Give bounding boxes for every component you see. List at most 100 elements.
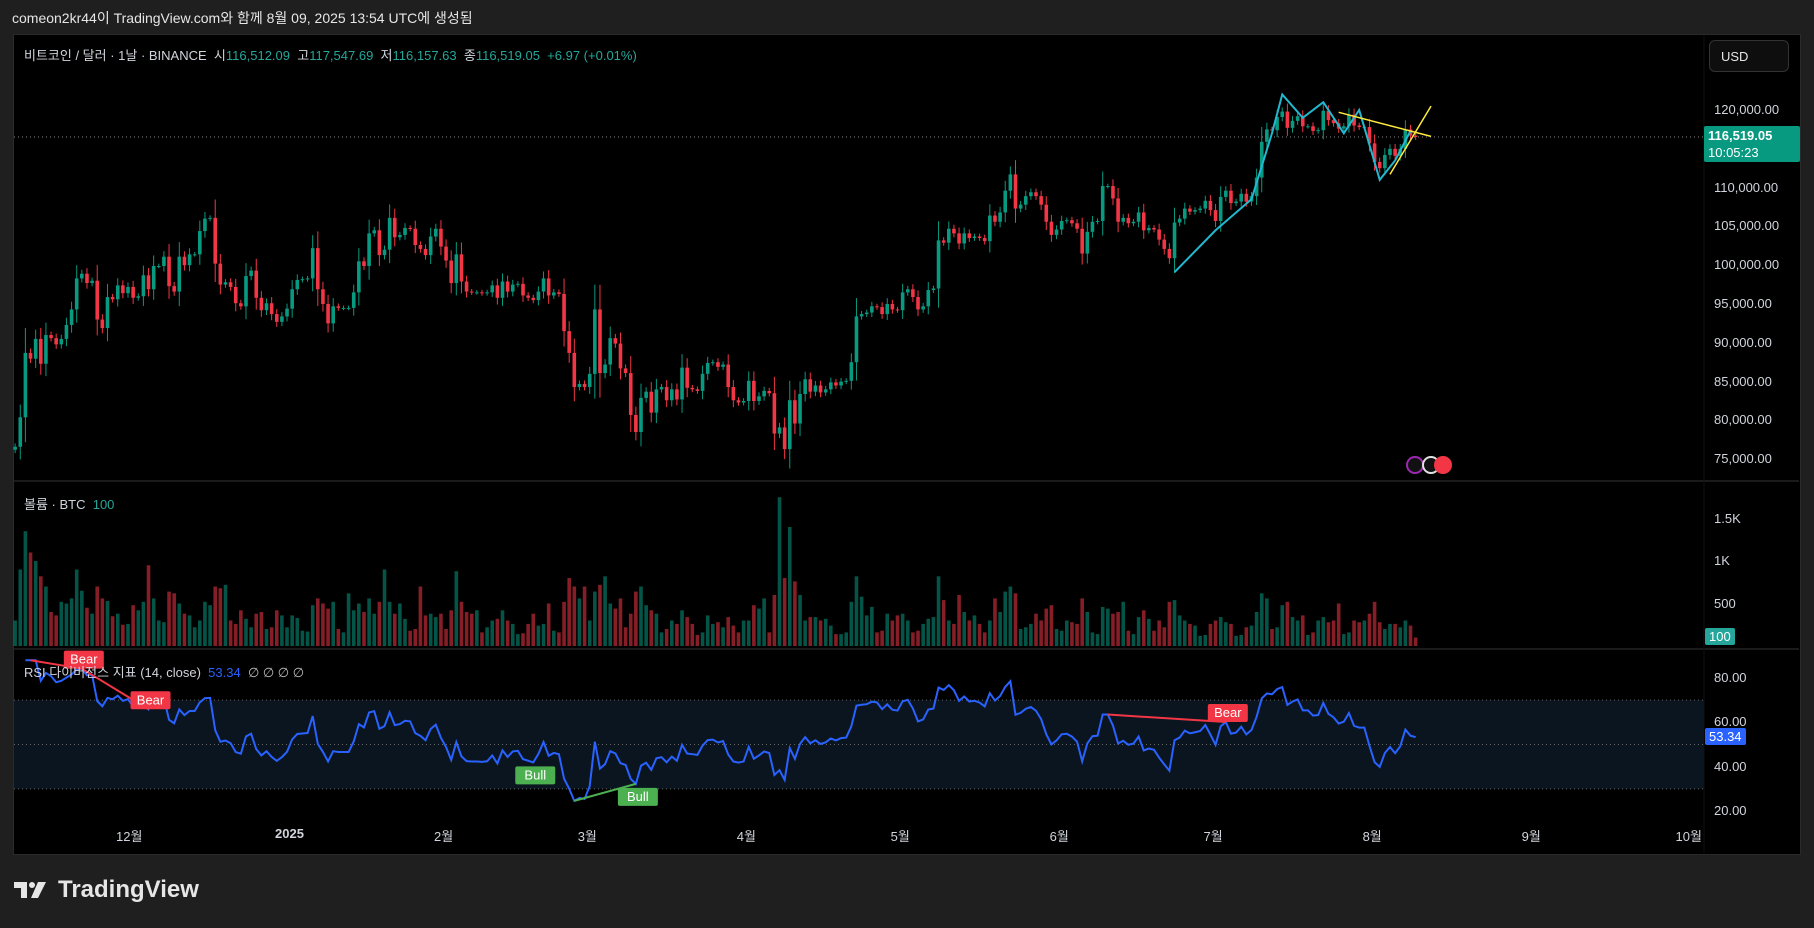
volume-bar bbox=[115, 613, 120, 646]
volume-bar bbox=[705, 615, 710, 646]
candle-body bbox=[664, 387, 669, 401]
volume-bar bbox=[1172, 600, 1177, 646]
volume-bar bbox=[1085, 612, 1090, 646]
candle-body bbox=[998, 212, 1002, 222]
economic-event-icon bbox=[1434, 456, 1452, 474]
divergence-label-box bbox=[515, 766, 556, 785]
candle-body bbox=[1167, 248, 1172, 259]
change-value: +6.97 (+0.01%) bbox=[547, 48, 637, 63]
candle-body bbox=[495, 285, 500, 298]
last-price: 116,519.05 bbox=[1708, 128, 1773, 143]
candle-body bbox=[1357, 125, 1361, 128]
candle-body bbox=[449, 260, 453, 284]
volume-bar bbox=[752, 605, 756, 646]
volume-bar bbox=[377, 601, 382, 646]
divergence-label: Bull bbox=[524, 767, 546, 782]
volume-bar bbox=[777, 497, 782, 646]
candle-body bbox=[895, 309, 900, 311]
candle-body bbox=[823, 389, 828, 393]
divergence-label: Bull bbox=[627, 789, 649, 804]
candle-body bbox=[341, 307, 346, 309]
close-value: 116,519.05 bbox=[475, 48, 540, 63]
candle-body bbox=[254, 270, 259, 298]
volume-bar bbox=[38, 576, 43, 646]
volume-bar bbox=[1316, 620, 1320, 646]
currency-button[interactable]: USD bbox=[1709, 40, 1789, 72]
volume-legend[interactable]: 볼륨 · BTC 100 bbox=[24, 494, 114, 513]
price-axis-label: 80,000.00 bbox=[1714, 412, 1772, 428]
volume-bar bbox=[326, 608, 330, 646]
candle-body bbox=[1188, 208, 1192, 212]
candle-body bbox=[659, 387, 664, 390]
candle-body bbox=[490, 285, 495, 293]
volume-bar bbox=[998, 612, 1002, 646]
time-axis-label: 6월 bbox=[1049, 829, 1069, 844]
candle-body bbox=[957, 233, 961, 244]
volume-bar bbox=[931, 617, 936, 646]
candle-body bbox=[541, 278, 546, 292]
candle-body bbox=[890, 304, 895, 310]
candle-body bbox=[1280, 111, 1285, 117]
divergence-label: Bear bbox=[137, 692, 165, 707]
candle-body bbox=[274, 314, 279, 322]
volume-bar bbox=[639, 586, 643, 646]
volume-bar bbox=[628, 613, 633, 646]
candle-body bbox=[244, 276, 248, 307]
candle-body bbox=[567, 331, 571, 353]
candle-body bbox=[475, 292, 479, 294]
candle-body bbox=[787, 400, 792, 450]
volume-bar bbox=[444, 629, 448, 646]
volume-bar bbox=[131, 605, 135, 646]
volume-bar bbox=[1218, 617, 1223, 646]
volume-bar bbox=[546, 603, 551, 646]
volume-bar bbox=[1352, 620, 1356, 646]
candle-body bbox=[1342, 126, 1346, 129]
volume-bar bbox=[121, 624, 125, 646]
candle-body bbox=[900, 292, 905, 311]
rsi-legend[interactable]: RSI 다이버전스 지표 (14, close) 53.34 ∅ ∅ ∅ ∅ bbox=[24, 662, 304, 681]
candle-body bbox=[182, 256, 187, 266]
volume-bar bbox=[203, 601, 207, 646]
volume-bar bbox=[85, 607, 89, 646]
volume-bar bbox=[59, 601, 64, 646]
volume-bar bbox=[1383, 629, 1387, 646]
volume-bar bbox=[680, 610, 684, 646]
volume-bar bbox=[603, 576, 607, 646]
candle-body bbox=[603, 364, 607, 374]
candle-body bbox=[782, 427, 787, 450]
candle-body bbox=[131, 286, 135, 298]
symbol-name[interactable]: 비트코인 / 달러 · 1날 · BINANCE bbox=[24, 48, 207, 63]
volume-bar bbox=[1259, 593, 1264, 646]
rsi-axis-label: 60.00 bbox=[1714, 714, 1747, 730]
candle-body bbox=[95, 280, 100, 320]
candle-body bbox=[1224, 190, 1228, 197]
candle-body bbox=[834, 382, 838, 386]
candle-body bbox=[90, 280, 94, 284]
rsi-extras: ∅ ∅ ∅ ∅ bbox=[247, 665, 305, 680]
candle-body bbox=[295, 279, 300, 290]
volume-bar bbox=[1193, 625, 1197, 646]
candle-body bbox=[300, 279, 305, 281]
tradingview-logo[interactable]: TradingView bbox=[14, 876, 199, 904]
volume-bar bbox=[1306, 634, 1310, 646]
volume-bar bbox=[490, 620, 495, 646]
volume-bar bbox=[782, 578, 787, 646]
candle-body bbox=[1213, 210, 1218, 221]
volume-bar bbox=[644, 605, 648, 646]
volume-bar bbox=[69, 598, 74, 646]
candle-body bbox=[372, 230, 377, 234]
volume-bar bbox=[44, 586, 48, 646]
volume-bar bbox=[1044, 608, 1049, 646]
candle-body bbox=[1106, 186, 1110, 188]
volume-bar bbox=[469, 613, 474, 646]
volume-bar bbox=[767, 632, 772, 646]
candle-body bbox=[213, 217, 218, 264]
volume-bar bbox=[1357, 622, 1361, 646]
candle-body bbox=[38, 338, 43, 364]
volume-bar bbox=[454, 571, 459, 646]
volume-bar bbox=[993, 598, 997, 646]
candle-body bbox=[962, 233, 966, 244]
candle-body bbox=[557, 292, 561, 294]
volume-bar bbox=[439, 613, 443, 646]
